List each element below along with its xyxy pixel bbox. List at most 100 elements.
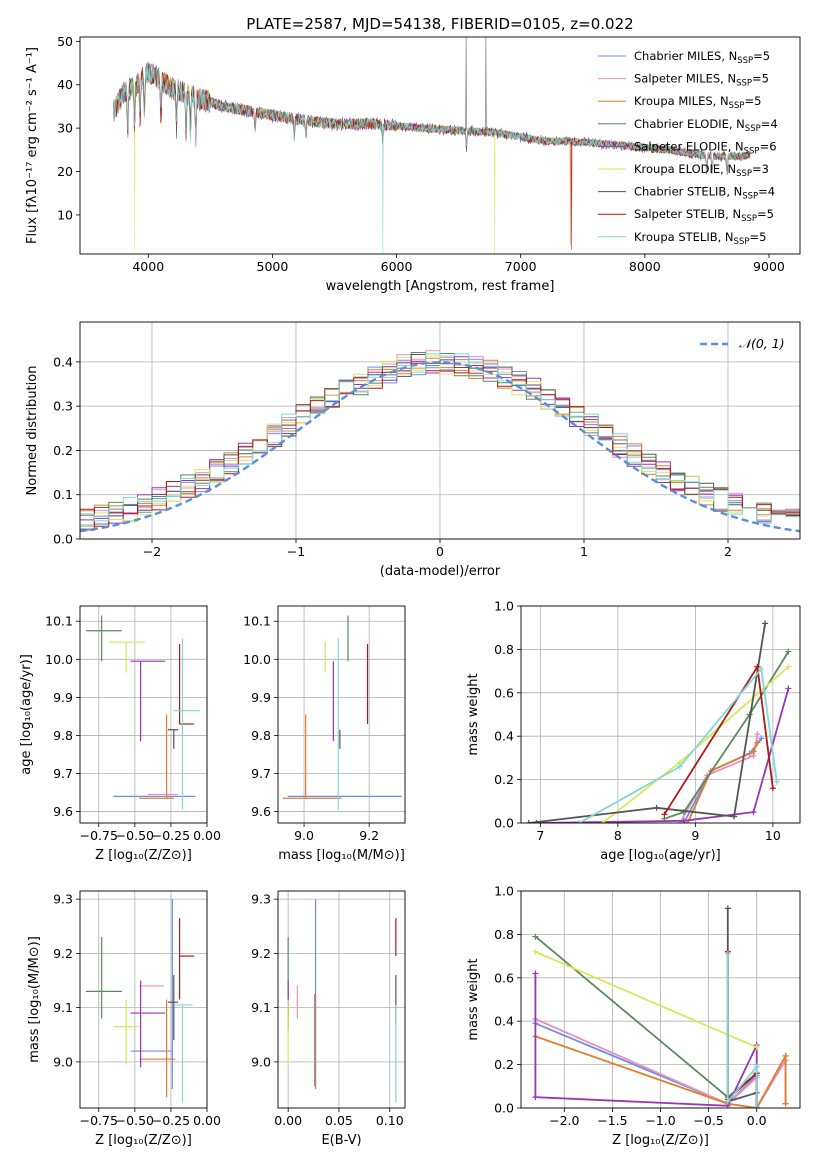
y-tick-label: 0.2 [494,1057,514,1072]
x-tick-label: −0.5 [693,1113,723,1128]
weight-point-kroupa-stelib [576,820,583,823]
weight-point-salpeter-miles [754,731,761,738]
x-tick-label: 8000 [629,259,661,274]
x-tick-label: 0 [436,544,444,559]
weight-point-kroupa-elodie [785,663,792,670]
weights-vs-metallicity-panel: −2.0 −1.5 −1.0 −0.5 0.0 0.0 0.2 0.4 0.6 0.8 1.0 Z [… [466,884,801,1148]
y-tick-label: 0.2 [494,772,514,787]
x-tick-label: −1.0 [645,1113,675,1128]
x-tick-label: 9.0 [294,828,314,843]
weight-line-salpeter-elodie [534,973,758,1108]
y-axis-label: age [log₁₀(age/yr)] [19,654,34,775]
legend-label-chabrier-stelib: Chabrier STELIB, NSSP=4 [634,185,775,202]
histogram-kroupa-stelib [80,353,800,527]
weight-point-kroupa-stelib [758,665,765,672]
y-tick-label: 9.7 [251,766,271,781]
legend-label-salpeter-stelib: Salpeter STELIB, NSSP=5 [634,207,774,224]
errorbar-marks [85,899,195,1103]
x-tick-label: −1.5 [597,1113,627,1128]
weight-point-salpeter-elodie [532,1094,539,1101]
weight-point-kroupa-stelib [753,1105,760,1108]
y-tick-label: 0.3 [53,399,73,414]
plot-frame [277,890,406,1109]
x-axis-label: Z [log₁₀(Z/Z⊙)] [612,1133,709,1148]
x-tick-label: 6000 [381,259,413,274]
y-tick-label: 0.0 [494,1101,514,1116]
weight-point-kroupa-miles [782,1100,789,1107]
weight-point-chabrier-stelib [724,905,731,912]
y-tick-label: 1.0 [494,599,514,614]
y-tick-label: 10 [57,207,73,222]
x-tick-label: 7 [536,828,544,843]
x-tick-label: −0.25 [152,1113,190,1128]
weight-point-chabrier-stelib [525,820,532,823]
x-tick-label: 9.2 [359,828,379,843]
y-tick-label: 0.0 [494,816,514,831]
y-tick-label: 0.4 [53,354,73,369]
y-tick-label: 0.4 [494,729,514,744]
weight-point-salpeter-stelib [754,663,761,670]
y-tick-label: 9.1 [53,1000,73,1015]
x-tick-label: 5000 [257,259,289,274]
x-tick-label: −2.0 [549,1113,579,1128]
weight-line-kroupa-stelib [726,953,758,1108]
weight-point-kroupa-stelib [724,950,731,957]
y-axis-label: mass [log₁₀(M/M⊙)] [27,936,42,1063]
weights-vs-age-panel: 7 8 9 10 0.0 0.2 0.4 0.6 0.8 1.0 age [log₁₀(age/yr… [466,599,801,863]
y-tick-label: 30 [57,121,73,136]
y-axis-label: Normed distribution [25,366,40,496]
mass-vs-metallicity-panel: −0.75−0.50−0.25 0.00 9.0 9.1 9.2 9.3 Z [log₁₀(… [27,890,221,1148]
x-axis-label: age [log₁₀(age/yr)] [600,848,721,863]
y-axis-label: mass weight [466,958,481,1040]
errorbar-marks [282,615,402,810]
weight-point-salpeter-elodie [750,809,757,816]
weight-point-chabrier-elodie [532,933,539,940]
age-vs-metallicity-panel: −0.75−0.50−0.25 0.00 9.6 9.7 9.8 9.9 10.0 10.1 Z… [19,605,221,863]
weight-point-kroupa-elodie [599,820,606,823]
weight-lines [532,905,789,1108]
weight-point-kroupa-elodie [753,1044,760,1051]
y-tick-label: 9.6 [251,804,271,819]
legend-label-normal: 𝒩(0, 1) [739,336,785,351]
plot-frame [79,605,208,824]
y-tick-label: 9.0 [251,1054,271,1069]
y-tick-label: 10.0 [45,652,73,667]
y-tick-label: 9.0 [53,1054,73,1069]
y-tick-label: 9.9 [53,690,73,705]
y-axis-label: Flux [fλ10⁻¹⁷ erg cm⁻² s⁻¹ A⁻¹] [25,47,40,244]
x-tick-label: 10 [765,828,781,843]
weight-point-salpeter-elodie [533,820,540,823]
weight-point-salpeter-stelib [769,785,776,792]
x-tick-label: −2 [143,544,161,559]
y-tick-label: 9.8 [251,728,271,743]
legend-label-salpeter-elodie: Salpeter ELODIE, NSSP=6 [634,139,777,156]
x-tick-label: −0.75 [80,1113,118,1128]
plot-frame [79,890,208,1109]
x-tick-label: −0.25 [152,828,190,843]
x-tick-label: 0.05 [325,1113,353,1128]
weight-point-kroupa-miles [750,748,757,755]
y-tick-label: 9.3 [251,892,271,907]
weight-line-salpeter-elodie [536,688,790,823]
weight-line-kroupa-miles [535,1035,787,1108]
y-tick-label: 0.1 [53,487,73,502]
weight-point-kroupa-stelib [773,778,780,785]
legend-label-kroupa-miles: Kroupa MILES, NSSP=5 [634,94,761,111]
weight-point-kroupa-stelib [753,1063,760,1070]
legend-label-salpeter-miles: Salpeter MILES, NSSP=5 [634,72,769,89]
weight-line-kroupa-miles [686,742,759,823]
plot-frame [520,890,801,1109]
y-tick-label: 9.8 [53,728,73,743]
y-axis-label: mass weight [466,673,481,755]
x-axis-label: Z [log₁₀(Z/Z⊙)] [95,848,192,863]
weight-point-kroupa-miles [754,739,761,746]
spectrum-legend: Chabrier MILES, NSSP=5 Salpeter MILES, NS… [598,49,778,247]
y-tick-label: 10.0 [243,652,271,667]
x-tick-label: 4000 [132,259,164,274]
normal-curve [80,361,800,533]
y-tick-label: 10.1 [243,614,271,629]
weight-point-chabrier-stelib [653,804,660,811]
weight-line-kroupa-elodie [535,950,758,1049]
weight-line-kroupa-stelib [578,666,778,823]
plot-frame [277,605,406,824]
